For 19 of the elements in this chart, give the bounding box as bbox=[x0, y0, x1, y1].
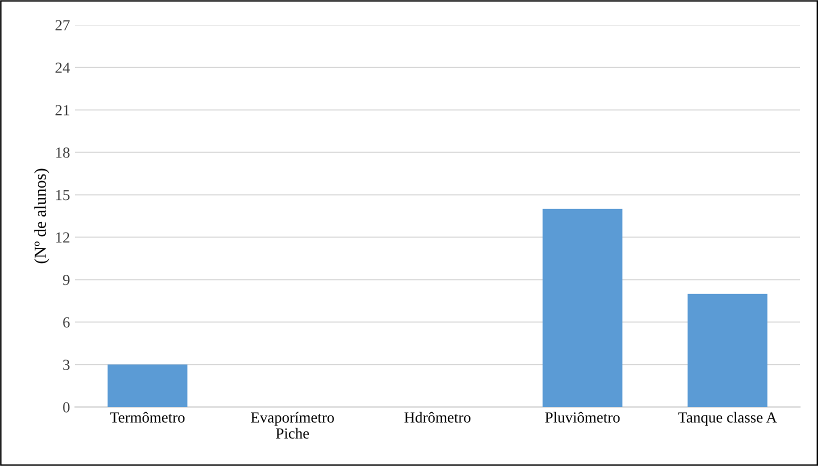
y-tick-label: 24 bbox=[56, 62, 70, 73]
y-tick-label: 15 bbox=[56, 190, 70, 200]
y-axis-title: (Nº de alunos) bbox=[34, 168, 50, 264]
x-tick-label: Evaporímetro Piche bbox=[250, 412, 334, 439]
x-tick-label: Hdrômetro bbox=[404, 412, 470, 423]
bar bbox=[542, 208, 622, 407]
x-tick-label: Termômetro bbox=[110, 412, 185, 423]
bar bbox=[688, 294, 768, 407]
bar bbox=[108, 364, 188, 407]
x-tick-label: Tanque classe A bbox=[678, 412, 777, 426]
y-tick-label: 12 bbox=[56, 232, 70, 243]
y-tick-label: 21 bbox=[56, 105, 70, 116]
y-tick-label: 3 bbox=[63, 360, 70, 370]
x-tick-label: Pluviômetro bbox=[545, 412, 620, 423]
y-tick-label: 6 bbox=[63, 317, 70, 328]
y-tick-label: 9 bbox=[62, 274, 70, 286]
y-tick-label: 27 bbox=[56, 20, 70, 30]
y-tick-label: 0 bbox=[63, 402, 70, 412]
y-tick-label: 18 bbox=[56, 147, 70, 158]
